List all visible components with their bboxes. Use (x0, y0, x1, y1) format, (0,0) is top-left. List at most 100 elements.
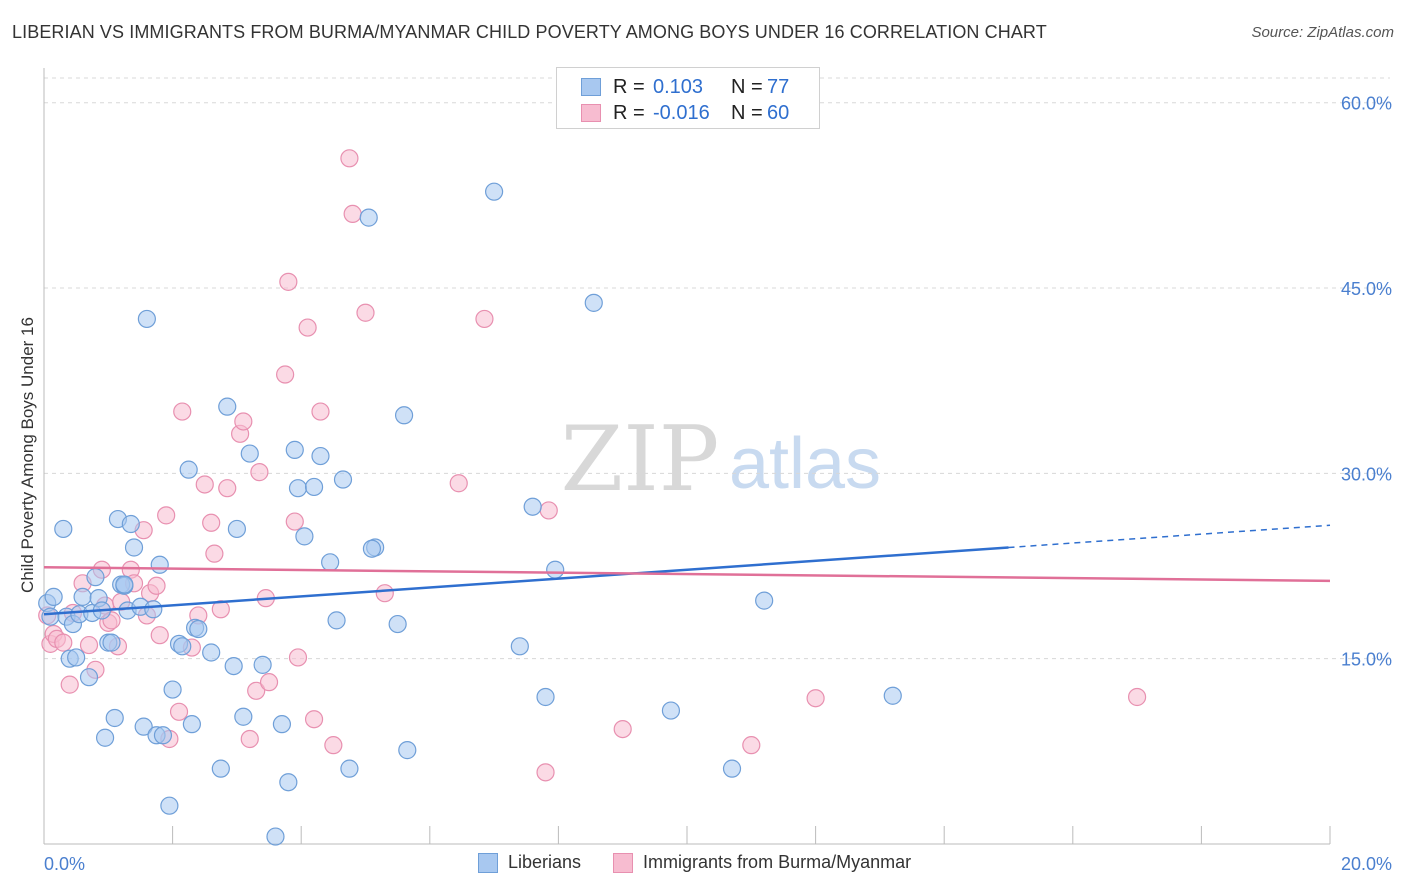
liberian-point (362, 539, 382, 558)
liberian-point (333, 470, 353, 489)
n-value: 77 (767, 75, 790, 98)
stats-row-burma: R = -0.016 N = 60 (581, 100, 789, 126)
liberian-point (115, 575, 134, 594)
r-label: R = (613, 75, 645, 98)
liberian-point (546, 560, 565, 579)
liberian-point (523, 497, 542, 516)
burma-point (147, 576, 166, 595)
liberian-point (398, 741, 417, 760)
legend-label-burma: Immigrants from Burma/Myanmar (643, 852, 912, 872)
r-label: R = (613, 101, 645, 124)
liberians-trend-line (43, 546, 1009, 616)
y-tick-label: 15.0% (1341, 650, 1392, 670)
burma-point (449, 474, 468, 493)
r-value: -0.016 (653, 101, 710, 124)
burma-point (742, 736, 761, 755)
liberian-point (150, 555, 169, 574)
burma-point (150, 626, 169, 645)
liberian-point (79, 668, 99, 687)
liberian-point (124, 538, 144, 557)
chart-title: LIBERIAN VS IMMIGRANTS FROM BURMA/MYANMA… (12, 22, 1047, 42)
legend: Liberians Immigrants from Burma/Myanmar (478, 852, 943, 873)
liberian-point (285, 440, 304, 459)
burma-point (806, 689, 825, 708)
y-tick-label: 60.0% (1341, 94, 1392, 114)
liberian-point (321, 553, 340, 572)
liberian-point (211, 759, 230, 778)
liberian-point (105, 708, 124, 728)
watermark-atlas: atlas (729, 424, 881, 504)
legend-swatch-burma (613, 852, 634, 873)
liberian-point (311, 446, 330, 466)
source-label: Source: ZipAtlas.com (1251, 24, 1394, 41)
liberian-point (234, 707, 253, 726)
legend-item-liberians[interactable]: Liberians (478, 852, 581, 873)
liberian-point (279, 773, 298, 792)
burma-point (613, 719, 632, 739)
liberian-point (288, 479, 308, 498)
burma-point (311, 402, 330, 421)
liberian-point (584, 293, 603, 312)
liberian-point (295, 527, 314, 546)
liberian-point (134, 717, 153, 736)
n-value: 60 (767, 101, 790, 124)
liberians-swatch (581, 78, 601, 96)
burma-point (195, 475, 214, 494)
burma-point (205, 544, 224, 563)
x-tick-label: 20.0% (1341, 854, 1392, 874)
liberian-point (240, 444, 259, 463)
burma-point (250, 463, 269, 482)
burma-point (288, 648, 308, 667)
liberian-point (54, 519, 73, 539)
burma-point (259, 673, 279, 692)
legend-item-burma[interactable]: Immigrants from Burma/Myanmar (613, 852, 911, 873)
burma-point (157, 506, 176, 525)
liberian-point (661, 701, 681, 720)
burma-point (324, 736, 343, 755)
liberian-point (327, 611, 346, 630)
liberian-point (722, 759, 742, 778)
liberian-point (394, 406, 414, 425)
burma-trend-line (43, 566, 1331, 583)
burma-point (276, 365, 295, 384)
liberian-point (202, 643, 221, 662)
burma-point (202, 513, 221, 532)
liberian-point (218, 397, 237, 416)
liberian-point (41, 607, 60, 626)
burma-point (247, 681, 266, 700)
liberian-point (340, 759, 359, 778)
legend-label-liberians: Liberians (508, 852, 582, 872)
watermark-zip: ZIP (561, 407, 720, 512)
burma-point (240, 729, 259, 749)
liberians-trend-extension (1008, 524, 1331, 549)
stats-row-liberians: R = 0.103 N = 77 (581, 74, 789, 100)
liberian-point (95, 728, 115, 747)
burma-point (285, 512, 304, 531)
liberian-point (44, 587, 63, 607)
liberian-point (144, 600, 163, 619)
liberian-point (224, 656, 243, 676)
burma-point (54, 633, 73, 652)
burma-point (169, 702, 189, 721)
burma-point (340, 149, 359, 168)
liberian-point (179, 460, 198, 479)
burma-point (218, 479, 237, 498)
legend-swatch-liberians (478, 852, 498, 873)
liberian-point (73, 587, 92, 607)
liberian-point (86, 568, 105, 587)
liberian-point (160, 796, 179, 815)
liberian-point (253, 655, 272, 674)
r-value: 0.103 (653, 75, 704, 98)
n-label: N = (731, 75, 763, 98)
burma-point (279, 272, 298, 291)
liberian-point (359, 208, 378, 227)
burma-swatch (581, 104, 601, 122)
burma-point (173, 402, 192, 421)
liberian-point (272, 715, 292, 734)
burma-point (356, 303, 375, 322)
liberian-point (485, 182, 504, 201)
burma-point (539, 501, 558, 520)
liberian-point (304, 477, 324, 497)
liberian-point (121, 514, 140, 534)
